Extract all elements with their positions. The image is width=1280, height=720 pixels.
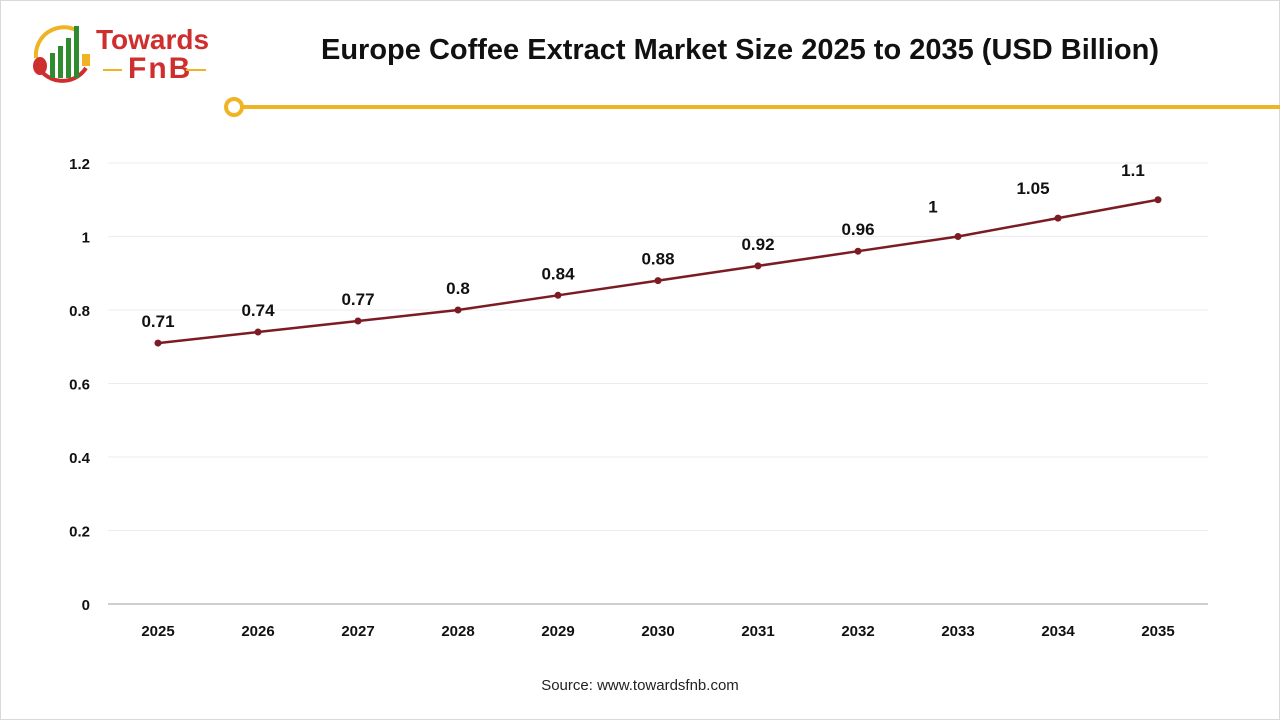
y-tick-label: 0 [82,597,90,614]
y-tick-label: 1.2 [69,156,90,173]
data-point [954,233,962,240]
y-tick-label: 0.8 [69,303,90,320]
data-point [354,317,362,325]
y-tick-label: 0.4 [69,450,91,467]
x-tick-label: 2032 [841,623,874,640]
y-tick-label: 0.6 [69,377,90,394]
series-line [157,198,1159,345]
x-tick-label: 2025 [141,623,174,640]
data-label: 0.92 [741,235,774,254]
x-tick-label: 2035 [1141,623,1174,640]
brand-line2: FnB [128,52,193,85]
data-point [754,262,762,270]
data-point [254,328,262,336]
data-label: 0.74 [241,301,275,320]
chart-title: Europe Coffee Extract Market Size 2025 t… [320,34,1160,66]
x-tick-label: 2033 [941,623,974,640]
data-point [554,291,562,299]
data-label: 0.96 [841,220,874,239]
x-tick-label: 2031 [741,623,774,640]
source-note: Source: www.towardsfnb.com [541,677,739,694]
data-label: 1 [928,198,937,217]
data-point [1054,214,1062,222]
y-tick-label: 1 [82,230,90,247]
data-label: 0.88 [641,250,674,269]
data-label: 0.77 [341,290,374,309]
y-tick-label: 0.2 [69,524,90,541]
x-tick-label: 2034 [1041,623,1075,640]
data-label: 1.1 [1121,161,1145,180]
data-label: 0.71 [141,312,174,331]
data-point [454,306,462,314]
data-point [854,247,862,255]
data-point [654,277,662,285]
x-tick-label: 2030 [641,623,674,640]
data-label: 0.8 [446,279,470,298]
data-label: 0.84 [541,264,575,283]
brand-line1: Towards [96,24,210,55]
x-tick-label: 2026 [241,623,274,640]
data-point [1154,196,1162,204]
x-tick-label: 2028 [441,623,474,640]
data-label: 1.05 [1016,179,1049,198]
towards-fnb-logo [28,18,218,88]
data-point [154,339,162,347]
x-tick-label: 2029 [541,623,574,640]
x-tick-label: 2027 [341,623,374,640]
logo-icon [33,25,90,83]
